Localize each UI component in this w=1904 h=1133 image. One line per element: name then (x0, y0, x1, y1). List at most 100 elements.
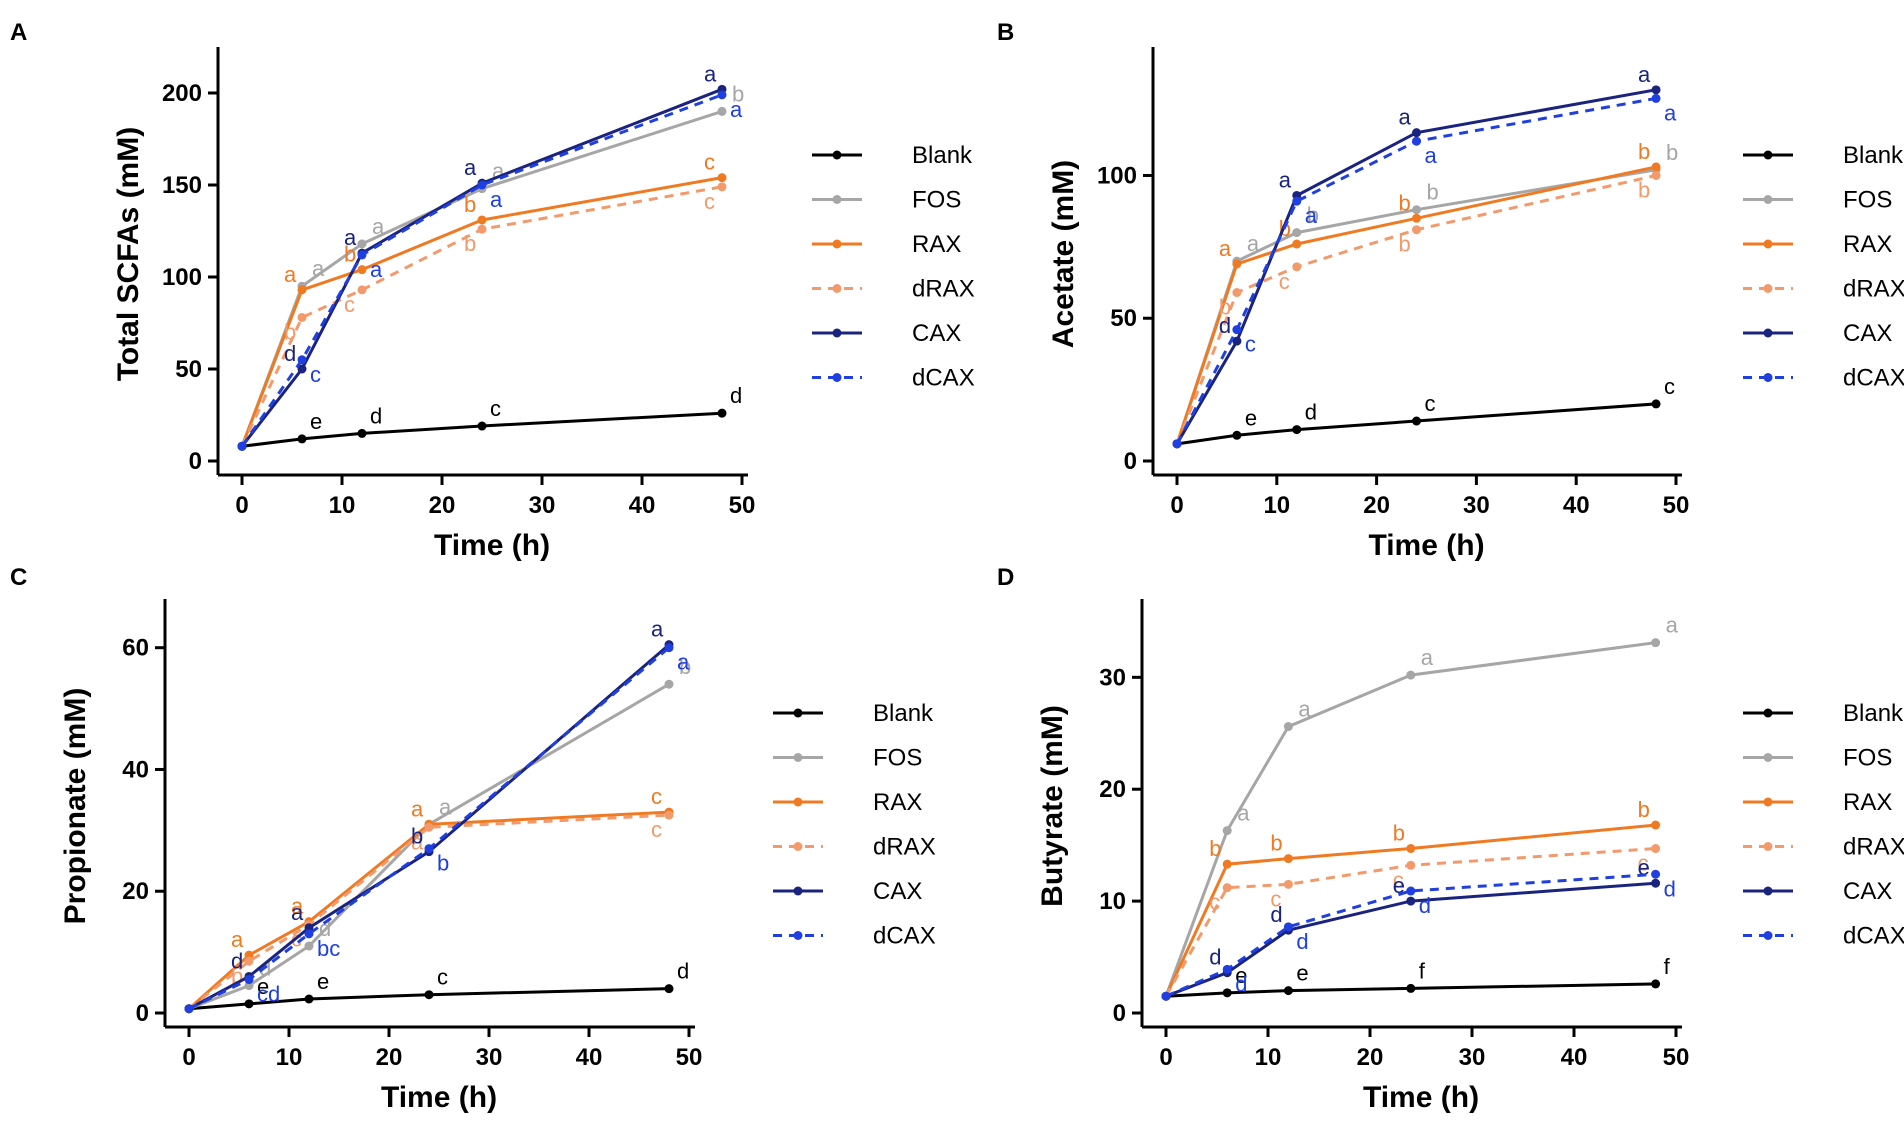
data-point (1651, 820, 1661, 830)
data-point (1406, 670, 1416, 680)
y-tick-label: 10 (1099, 888, 1126, 915)
data-point (1283, 986, 1293, 996)
significance-label: c (1209, 890, 1220, 915)
significance-label: b (464, 231, 476, 256)
legend-label: FOS (1843, 187, 1892, 214)
legend-marker (793, 842, 803, 851)
significance-label: c (310, 362, 321, 387)
data-point (357, 428, 367, 438)
significance-label: a (490, 187, 503, 212)
x-tick-label: 20 (1357, 1044, 1384, 1071)
y-tick-label: 50 (1110, 305, 1137, 332)
significance-label: a (411, 829, 424, 854)
x-axis-title: Time (h) (381, 1081, 497, 1114)
y-tick-label: 0 (1113, 1000, 1126, 1027)
significance-label: a (231, 927, 244, 952)
data-point (1406, 844, 1416, 854)
significance-label: b (1307, 203, 1319, 228)
data-point (717, 182, 727, 192)
data-point (1412, 213, 1422, 223)
significance-label: c (344, 292, 355, 317)
x-tick-label: 10 (1263, 492, 1290, 519)
legend-label: dRAX (912, 276, 975, 303)
x-tick-label: 20 (429, 492, 456, 519)
legend-label: FOS (1843, 745, 1892, 772)
data-point (1222, 988, 1232, 998)
legend-marker (1763, 373, 1773, 382)
data-point (1283, 854, 1293, 864)
x-tick-label: 40 (576, 1044, 603, 1071)
y-tick-label: 100 (162, 264, 202, 291)
significance-label: a (1305, 203, 1318, 228)
data-point (1232, 259, 1242, 269)
significance-label: b (1393, 821, 1405, 846)
significance-label: a (1666, 613, 1679, 638)
y-tick-label: 60 (122, 635, 149, 662)
series-line (1175, 96, 1657, 445)
legend-label: dCAX (1843, 365, 1904, 392)
significance-label: c (437, 965, 448, 990)
legend-marker (1763, 284, 1773, 293)
significance-label: d (1235, 971, 1247, 996)
significance-label: b (1427, 180, 1439, 205)
significance-label: a (1425, 143, 1438, 168)
significance-label: c (1393, 867, 1404, 892)
x-tick-label: 30 (476, 1044, 503, 1071)
legend-marker (793, 931, 803, 940)
significance-label: b (1638, 797, 1650, 822)
data-point (297, 434, 307, 444)
y-tick-label: 20 (122, 878, 149, 905)
data-point (1222, 883, 1232, 893)
significance-label: d (1305, 400, 1317, 425)
y-tick-label: 100 (1097, 162, 1137, 189)
panel-letter: C (10, 564, 27, 591)
data-point (424, 822, 434, 832)
legend: Blank FOS RAX dRAX CAX dCAX (1743, 700, 1904, 950)
legend-label: RAX (873, 789, 922, 816)
legend-marker (1763, 753, 1773, 762)
series-blank: e d c c (1172, 374, 1675, 449)
data-point (1651, 85, 1661, 95)
data-point (1651, 162, 1661, 172)
panel-b: B 0 50 100 0 10 20 30 40 50 Time (h) Acetate (mM) e d… (997, 19, 1904, 562)
data-point (357, 285, 367, 295)
data-point (1292, 228, 1302, 238)
data-point (477, 421, 487, 431)
y-tick-label: 50 (175, 356, 202, 383)
significance-label: d (1219, 313, 1231, 338)
series-drax: c c c c (1161, 844, 1661, 1001)
panel-c: C 0 20 40 60 0 10 20 30 40 50 Time (h) Propionate (m… (10, 564, 936, 1114)
data-point (1412, 136, 1422, 146)
data-point (1412, 128, 1422, 138)
significance-label: cd (257, 982, 280, 1007)
x-axis-title: Time (h) (1368, 529, 1484, 562)
data-point (1232, 336, 1242, 346)
data-point (1406, 886, 1416, 896)
legend-label: FOS (912, 187, 961, 214)
significance-label: a (372, 214, 385, 239)
significance-label: c (1245, 332, 1256, 357)
significance-label: d (1296, 929, 1308, 954)
significance-label: d (730, 383, 742, 408)
x-tick-label: 10 (276, 1044, 303, 1071)
significance-label: b (411, 824, 423, 849)
legend-label: RAX (1843, 231, 1892, 258)
legend-marker (1763, 886, 1773, 896)
significance-label: a (1298, 697, 1311, 722)
significance-label: a (1237, 801, 1250, 826)
legend-marker (1763, 797, 1773, 807)
legend: Blank FOS RAX dRAX CAX dCAX (1743, 142, 1904, 392)
legend-marker (793, 708, 803, 718)
y-tick-label: 40 (122, 756, 149, 783)
data-point (1172, 439, 1182, 449)
data-point (357, 265, 367, 275)
x-tick-label: 50 (1663, 492, 1690, 519)
significance-label: c (1279, 269, 1290, 294)
x-tick-label: 0 (1159, 1044, 1172, 1071)
data-point (1651, 170, 1661, 180)
